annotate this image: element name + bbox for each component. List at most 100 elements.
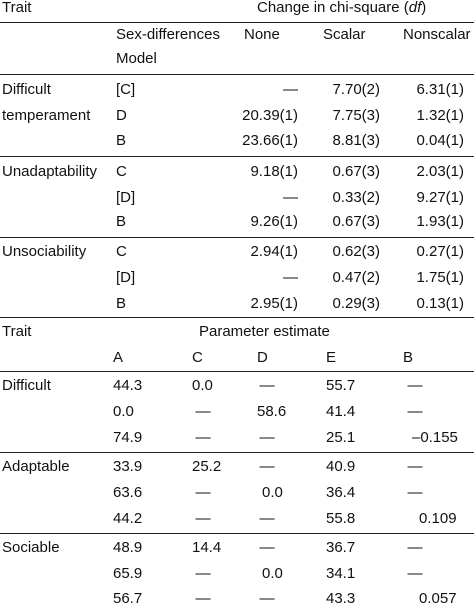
bottom-b: 0.057 <box>419 590 457 607</box>
top-nonscalar: 1.32(1) <box>416 107 464 124</box>
top-model: [C] <box>116 81 136 98</box>
top-scalar: 0.29(3) <box>332 295 380 312</box>
bottom-b: — <box>407 403 423 420</box>
bottom-a: 63.6 <box>113 484 143 501</box>
bottom-e: 41.4 <box>326 403 356 420</box>
top-none: — <box>283 269 298 286</box>
top-header-trait: Trait <box>2 0 32 16</box>
bottom-b: — <box>407 539 423 556</box>
bottom-e: 36.4 <box>326 484 356 501</box>
top-model: C <box>116 163 127 180</box>
bottom-d: 0.0 <box>262 565 283 582</box>
bottom-a: 56.7 <box>113 590 143 607</box>
bottom-c: — <box>195 429 211 446</box>
bottom-c: — <box>195 484 211 501</box>
top-header-none: None <box>244 26 280 43</box>
top-nonscalar: 0.13(1) <box>416 295 464 312</box>
top-trait-difficult-1: Difficult <box>2 81 51 98</box>
top-trait-unadaptability: Unadaptability <box>2 163 98 180</box>
rule-top-end <box>0 317 474 318</box>
bottom-c: — <box>195 403 211 420</box>
bottom-trait-adaptable: Adaptable <box>2 458 70 475</box>
bottom-b: — <box>407 565 423 582</box>
top-none: 9.26(1) <box>250 213 298 230</box>
top-scalar: 0.33(2) <box>332 189 380 206</box>
bottom-e: 55.7 <box>326 377 356 394</box>
bottom-d: — <box>259 539 275 556</box>
top-model: [D] <box>116 269 136 286</box>
top-nonscalar: 9.27(1) <box>416 189 464 206</box>
bottom-header-trait: Trait <box>2 323 32 340</box>
top-header-change-text: Change in chi-square ( <box>257 0 409 16</box>
top-header-change-close: ) <box>421 0 427 16</box>
top-trait-difficult-2: temperament <box>2 107 91 124</box>
bottom-e: 43.3 <box>326 590 356 607</box>
top-scalar: 0.47(2) <box>332 269 380 286</box>
bottom-header-param: Parameter estimate <box>199 323 330 340</box>
top-scalar: 8.81(3) <box>332 132 380 149</box>
rule-bottom-group-2 <box>0 533 474 534</box>
bottom-a: 44.3 <box>113 377 143 394</box>
top-scalar: 0.67(3) <box>332 163 380 180</box>
rule-top-header <box>0 22 474 23</box>
bottom-c: — <box>195 590 211 607</box>
bottom-a: 74.9 <box>113 429 143 446</box>
top-scalar: 7.75(3) <box>332 107 380 124</box>
bottom-d: 58.6 <box>257 403 287 420</box>
bottom-a: 33.9 <box>113 458 143 475</box>
bottom-d: — <box>259 377 275 394</box>
rule-top-group-1 <box>0 156 474 157</box>
bottom-c: — <box>195 510 211 527</box>
top-none: 23.66(1) <box>242 132 298 149</box>
rule-top-colheads <box>0 74 474 75</box>
bottom-d: — <box>259 458 275 475</box>
bottom-trait-sociable: Sociable <box>2 539 60 556</box>
top-nonscalar: 0.27(1) <box>416 243 464 260</box>
bottom-d: 0.0 <box>262 484 283 501</box>
bottom-a: 44.2 <box>113 510 143 527</box>
top-nonscalar: 6.31(1) <box>416 81 464 98</box>
top-header-sexdiff: Sex-differences <box>116 26 220 43</box>
top-scalar: 7.70(2) <box>332 81 380 98</box>
top-nonscalar: 1.75(1) <box>416 269 464 286</box>
bottom-header-d: D <box>257 349 268 366</box>
bottom-b: — <box>407 377 423 394</box>
top-scalar: 0.67(3) <box>332 213 380 230</box>
top-header-scalar: Scalar <box>323 26 366 43</box>
bottom-b: — <box>407 458 423 475</box>
bottom-c: 25.2 <box>192 458 222 475</box>
bottom-c: 14.4 <box>192 539 222 556</box>
top-header-nonscalar: Nonscalar <box>403 26 471 43</box>
bottom-header-b: B <box>403 349 414 366</box>
top-header-change: Change in chi-square (df) <box>257 0 426 17</box>
bottom-a: 65.9 <box>113 565 143 582</box>
bottom-c: — <box>195 565 211 582</box>
bottom-e: 25.1 <box>326 429 356 446</box>
bottom-a: 48.9 <box>113 539 143 556</box>
top-none: 9.18(1) <box>250 163 298 180</box>
bottom-header-e: E <box>326 349 337 366</box>
top-none: 2.94(1) <box>250 243 298 260</box>
top-model: D <box>116 107 127 124</box>
rule-bottom-group-1 <box>0 452 474 453</box>
bottom-e: 40.9 <box>326 458 356 475</box>
rule-bottom-header <box>0 371 474 372</box>
top-model: B <box>116 295 127 312</box>
top-nonscalar: 1.93(1) <box>416 213 464 230</box>
bottom-b: –0.155 <box>412 429 458 446</box>
bottom-d: — <box>259 429 275 446</box>
bottom-trait-difficult: Difficult <box>2 377 51 394</box>
top-scalar: 0.62(3) <box>332 243 380 260</box>
bottom-e: 34.1 <box>326 565 356 582</box>
top-header-df: df <box>408 0 422 16</box>
top-header-model: Model <box>116 50 157 67</box>
bottom-c: 0.0 <box>192 377 213 394</box>
top-nonscalar: 2.03(1) <box>416 163 464 180</box>
top-model: [D] <box>116 189 136 206</box>
bottom-d: — <box>259 590 275 607</box>
top-model: B <box>116 213 127 230</box>
top-none: — <box>283 81 298 98</box>
bottom-b: — <box>407 484 423 501</box>
bottom-e: 55.8 <box>326 510 356 527</box>
top-none: 20.39(1) <box>242 107 298 124</box>
